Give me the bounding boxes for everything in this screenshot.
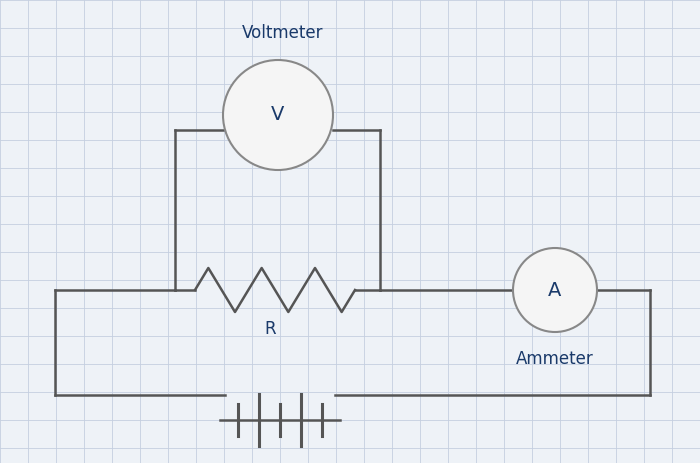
Text: V: V bbox=[272, 106, 285, 125]
Circle shape bbox=[223, 60, 333, 170]
Text: R: R bbox=[264, 320, 276, 338]
Circle shape bbox=[513, 248, 597, 332]
Text: A: A bbox=[548, 281, 561, 300]
Text: Voltmeter: Voltmeter bbox=[242, 24, 323, 42]
Text: Ammeter: Ammeter bbox=[516, 350, 594, 368]
